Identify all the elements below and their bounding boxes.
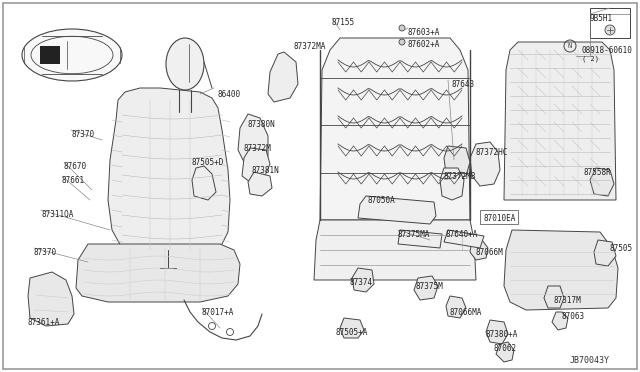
Polygon shape bbox=[414, 276, 438, 300]
Text: 87372M: 87372M bbox=[244, 144, 272, 153]
Text: 9B5H1: 9B5H1 bbox=[590, 14, 613, 23]
Text: 87062: 87062 bbox=[494, 344, 517, 353]
Polygon shape bbox=[358, 196, 436, 224]
Text: 87380N: 87380N bbox=[248, 120, 276, 129]
Polygon shape bbox=[268, 52, 298, 102]
Text: 87311QA: 87311QA bbox=[41, 210, 74, 219]
Text: 87375MA: 87375MA bbox=[398, 230, 430, 239]
Text: 87375M: 87375M bbox=[416, 282, 444, 291]
Bar bbox=[590, 8, 630, 38]
Text: JB70043Y: JB70043Y bbox=[570, 356, 610, 365]
Polygon shape bbox=[76, 244, 240, 302]
Text: 87603+A: 87603+A bbox=[408, 28, 440, 37]
Text: 87372HC: 87372HC bbox=[476, 148, 508, 157]
Text: 87380+A: 87380+A bbox=[486, 330, 518, 339]
Polygon shape bbox=[352, 268, 374, 292]
Text: 87317M: 87317M bbox=[554, 296, 582, 305]
Text: 87670: 87670 bbox=[64, 162, 87, 171]
Text: 87010EA: 87010EA bbox=[484, 214, 516, 223]
Ellipse shape bbox=[22, 29, 122, 81]
Text: 08918-60610: 08918-60610 bbox=[582, 46, 633, 55]
Polygon shape bbox=[470, 142, 500, 186]
Polygon shape bbox=[544, 286, 564, 308]
Polygon shape bbox=[446, 296, 466, 318]
Text: 87558R: 87558R bbox=[584, 168, 612, 177]
Text: 87505+D: 87505+D bbox=[192, 158, 225, 167]
Polygon shape bbox=[238, 114, 268, 164]
Text: 87374: 87374 bbox=[350, 278, 373, 287]
Text: 87066MA: 87066MA bbox=[450, 308, 483, 317]
Polygon shape bbox=[594, 240, 616, 266]
Text: 87602+A: 87602+A bbox=[408, 40, 440, 49]
Circle shape bbox=[399, 25, 405, 31]
Text: 87017+A: 87017+A bbox=[202, 308, 234, 317]
Text: 87643: 87643 bbox=[452, 80, 475, 89]
Text: 87505+A: 87505+A bbox=[336, 328, 369, 337]
Text: 87640+A: 87640+A bbox=[446, 230, 478, 239]
Text: 87063: 87063 bbox=[562, 312, 585, 321]
Text: 87050A: 87050A bbox=[368, 196, 396, 205]
Circle shape bbox=[605, 25, 615, 35]
Text: 87372MB: 87372MB bbox=[444, 172, 476, 181]
Polygon shape bbox=[108, 88, 230, 252]
Text: 87361+A: 87361+A bbox=[28, 318, 60, 327]
Polygon shape bbox=[444, 230, 484, 248]
Polygon shape bbox=[486, 320, 508, 344]
Polygon shape bbox=[192, 166, 216, 200]
Polygon shape bbox=[314, 220, 476, 280]
Text: 87372MA: 87372MA bbox=[294, 42, 326, 51]
Polygon shape bbox=[470, 240, 488, 260]
Polygon shape bbox=[28, 272, 74, 326]
Text: 86400: 86400 bbox=[218, 90, 241, 99]
Polygon shape bbox=[398, 230, 442, 248]
Text: 87661: 87661 bbox=[62, 176, 85, 185]
Ellipse shape bbox=[31, 36, 113, 74]
Text: 87381N: 87381N bbox=[252, 166, 280, 175]
Text: 87505: 87505 bbox=[610, 244, 633, 253]
Text: N: N bbox=[568, 43, 572, 49]
Bar bbox=[40, 46, 60, 64]
Polygon shape bbox=[444, 146, 470, 180]
Bar bbox=[480, 210, 518, 224]
Circle shape bbox=[399, 39, 405, 45]
Polygon shape bbox=[440, 168, 464, 200]
Polygon shape bbox=[504, 42, 616, 200]
Ellipse shape bbox=[166, 38, 204, 90]
Polygon shape bbox=[496, 342, 514, 362]
Polygon shape bbox=[504, 230, 618, 310]
Polygon shape bbox=[242, 148, 270, 182]
Text: 87066M: 87066M bbox=[476, 248, 504, 257]
Polygon shape bbox=[552, 312, 568, 330]
Polygon shape bbox=[590, 168, 614, 196]
Polygon shape bbox=[340, 318, 364, 338]
Text: ( 2): ( 2) bbox=[582, 56, 599, 62]
Text: 87155: 87155 bbox=[332, 18, 355, 27]
Polygon shape bbox=[248, 172, 272, 196]
Text: 87370: 87370 bbox=[71, 130, 94, 139]
Polygon shape bbox=[320, 38, 470, 220]
Text: 87370: 87370 bbox=[34, 248, 57, 257]
